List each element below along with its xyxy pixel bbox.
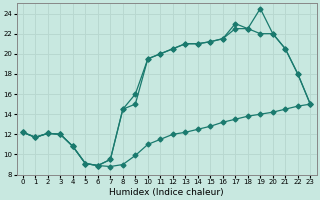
X-axis label: Humidex (Indice chaleur): Humidex (Indice chaleur) <box>109 188 224 197</box>
